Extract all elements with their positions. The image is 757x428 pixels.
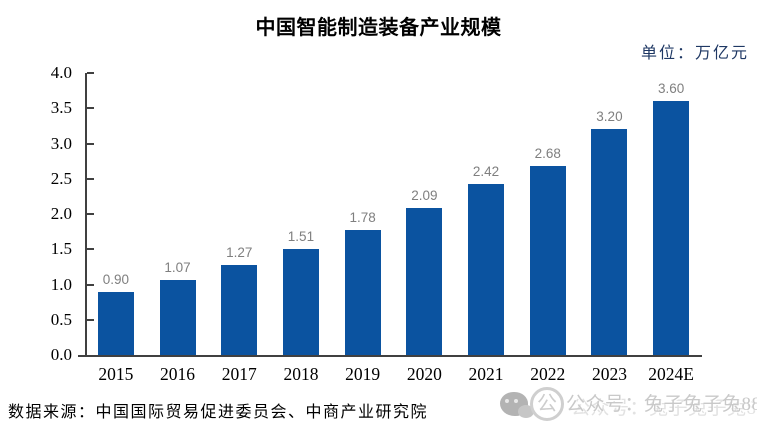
source-note: 数据来源：中国国际贸易促进委员会、中商产业研究院 [8, 398, 428, 422]
plot-area [85, 73, 702, 357]
bar-value-label: 1.78 [349, 209, 376, 225]
y-axis-tick [87, 283, 94, 286]
bar-2021 [468, 184, 505, 355]
unit-label: 单位：万亿元 [640, 45, 749, 62]
bar-2023 [591, 129, 628, 355]
official-account-logo-char: 公 [537, 393, 557, 415]
bar-2020 [406, 207, 443, 355]
y-axis-tick [87, 248, 94, 251]
x-axis-label: 2021 [468, 364, 504, 384]
bar-value-label: 3.60 [658, 81, 685, 97]
x-axis-label: 2016 [160, 364, 196, 384]
wechat-icon [500, 392, 534, 418]
bar-value-label: 2.42 [472, 164, 500, 180]
x-axis-label: 2019 [345, 364, 381, 384]
x-axis-label: 2023 [591, 364, 627, 384]
y-axis-label: 0.0 [50, 345, 72, 364]
bar-2019 [344, 229, 381, 355]
bar-value-label: 1.07 [164, 259, 191, 275]
y-axis-tick [87, 72, 94, 74]
y-axis-label: 3.5 [50, 98, 72, 118]
x-axis-baseline-extension [78, 355, 87, 357]
y-axis-label: 2.5 [50, 168, 72, 188]
bar-2016 [159, 279, 196, 355]
x-axis-label: 2024E [648, 364, 694, 384]
bar-2022 [529, 166, 566, 355]
bar-value-label: 1.27 [226, 245, 253, 261]
watermark: 公 公众号：兔子兔子兔888 公众号：兔子兔子兔888 [498, 385, 757, 428]
chart-title: 中国智能制造装备产业规模 [255, 17, 502, 39]
bar-2017 [221, 265, 258, 355]
x-axis-label: 2018 [283, 364, 319, 384]
x-axis-label: 2017 [221, 364, 257, 384]
bar-value-label: 2.68 [534, 146, 561, 162]
y-axis-label: 2.0 [50, 204, 72, 223]
bar-2024E [653, 101, 690, 355]
bar-2018 [282, 248, 319, 355]
official-account-logo-icon: 公 [530, 387, 564, 421]
x-axis-label: 2015 [98, 364, 134, 384]
source-label: 数据来源： [8, 404, 96, 421]
watermark-text-group: 公众号：兔子兔子兔888 公众号：兔子兔子兔888 [566, 389, 757, 419]
y-axis-tick [87, 142, 94, 145]
x-axis-label: 2020 [406, 364, 442, 384]
y-axis-label: 3.0 [50, 133, 72, 153]
bar-2015 [97, 291, 134, 355]
y-axis-label: 4.0 [50, 63, 72, 82]
watermark-text: 公众号：兔子兔子兔888 [566, 394, 757, 415]
bar-value-label: 0.90 [102, 271, 129, 287]
y-axis-tick [87, 107, 94, 110]
source-text: 中国国际贸易促进委员会、中商产业研究院 [95, 404, 429, 421]
y-axis-tick [87, 213, 94, 215]
y-axis-tick [87, 177, 94, 180]
y-axis-label: 0.5 [50, 309, 72, 329]
bar-value-label: 2.09 [411, 187, 438, 203]
bar-value-label: 1.51 [287, 228, 315, 244]
y-axis-label: 1.0 [50, 274, 72, 294]
x-axis-label: 2022 [530, 364, 566, 384]
bar-value-label: 3.20 [596, 109, 623, 125]
y-axis-label: 1.5 [50, 239, 72, 259]
watermark-text-ghost: 公众号：兔子兔子兔888 [571, 398, 757, 419]
y-axis-tick [87, 318, 94, 321]
